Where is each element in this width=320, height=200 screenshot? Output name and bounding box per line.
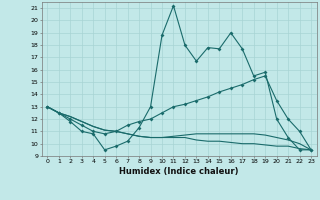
X-axis label: Humidex (Indice chaleur): Humidex (Indice chaleur) [119,167,239,176]
